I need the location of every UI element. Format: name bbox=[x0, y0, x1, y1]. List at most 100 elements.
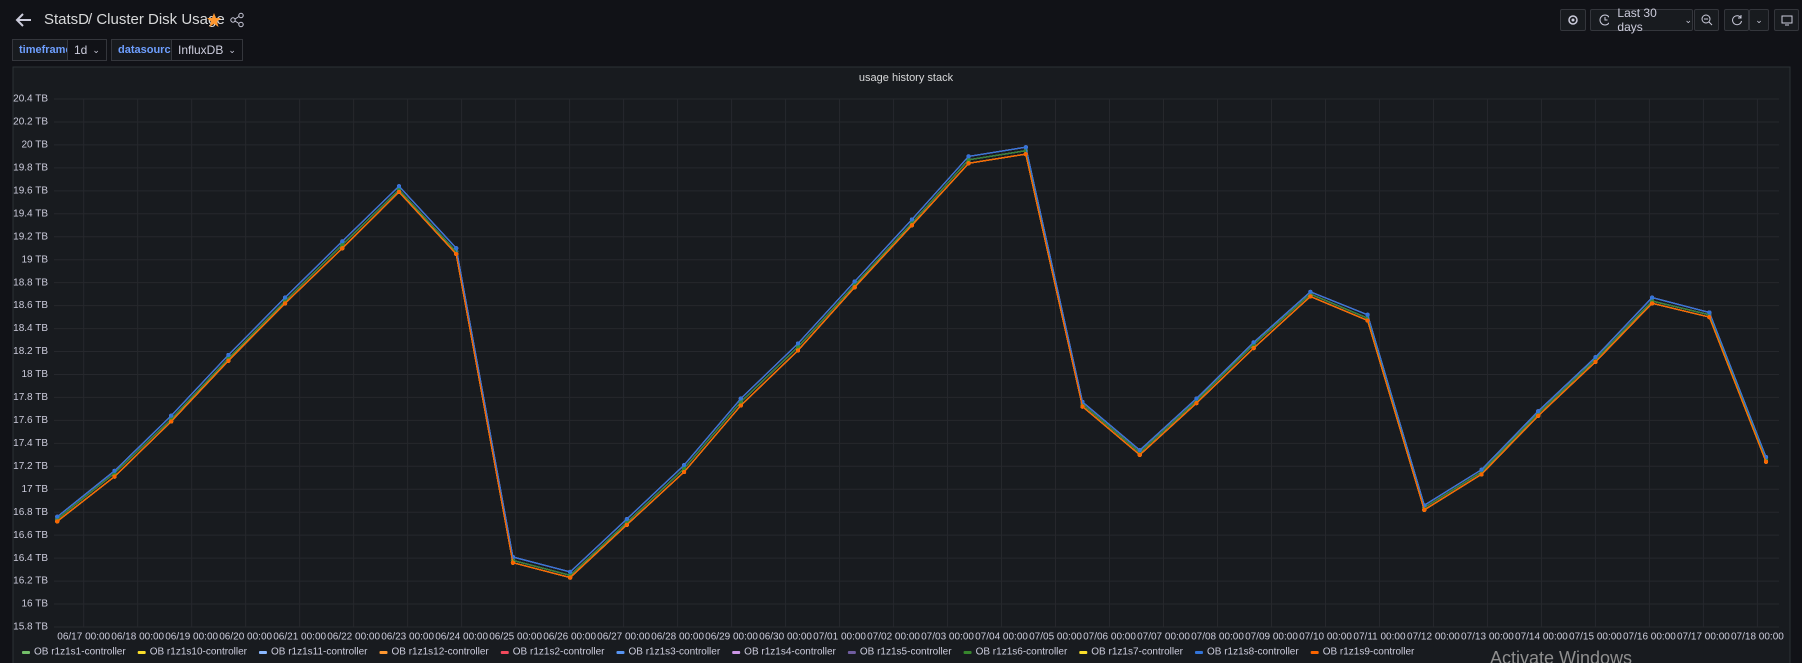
data-point bbox=[852, 279, 857, 284]
data-point bbox=[624, 517, 629, 522]
data-point bbox=[454, 246, 459, 251]
dashboard-folder[interactable]: StatsD bbox=[44, 11, 90, 28]
x-tick-label: 07/14 00:00 bbox=[1515, 632, 1568, 643]
data-point bbox=[1536, 409, 1541, 414]
data-point bbox=[55, 519, 60, 524]
x-tick-label: 06/17 00:00 bbox=[57, 632, 110, 643]
data-point bbox=[568, 569, 573, 574]
y-tick-label: 17.6 TB bbox=[13, 415, 48, 426]
x-tick-label: 07/10 00:00 bbox=[1299, 632, 1352, 643]
data-point bbox=[397, 189, 401, 194]
data-point bbox=[112, 474, 117, 479]
variable-label: datasource bbox=[111, 39, 184, 61]
y-tick-label: 16 TB bbox=[22, 599, 49, 610]
data-point bbox=[1707, 315, 1712, 320]
y-tick-label: 20.4 TB bbox=[13, 94, 48, 105]
data-point bbox=[738, 396, 743, 401]
y-tick-label: 16.2 TB bbox=[13, 576, 48, 587]
legend-item[interactable]: OB r1z1s9-controller bbox=[1310, 647, 1415, 658]
legend-item[interactable]: OB r1z1s2-controller bbox=[500, 647, 605, 658]
legend-swatch bbox=[500, 651, 509, 654]
x-tick-label: 07/05 00:00 bbox=[1029, 632, 1082, 643]
data-point bbox=[568, 575, 573, 580]
y-tick-label: 19.2 TB bbox=[13, 231, 48, 242]
legend-item[interactable]: OB r1z1s12-controller bbox=[379, 647, 490, 658]
x-tick-label: 06/29 00:00 bbox=[705, 632, 758, 643]
x-tick-label: 06/30 00:00 bbox=[759, 632, 812, 643]
legend-item[interactable]: OB r1z1s10-controller bbox=[137, 647, 248, 658]
y-tick-label: 18.8 TB bbox=[13, 277, 48, 288]
share-icon[interactable] bbox=[229, 12, 245, 28]
x-tick-label: 07/04 00:00 bbox=[975, 632, 1028, 643]
dashboard-title[interactable]: / Cluster Disk Usage bbox=[88, 11, 225, 28]
settings-button[interactable] bbox=[1560, 9, 1586, 31]
x-tick-label: 06/25 00:00 bbox=[489, 632, 542, 643]
data-point bbox=[1308, 289, 1313, 294]
watermark: Activate Windows bbox=[1490, 648, 1632, 663]
y-tick-label: 17 TB bbox=[22, 484, 49, 495]
legend-item[interactable]: OB r1z1s7-controller bbox=[1079, 647, 1184, 658]
variable-select[interactable]: InfluxDB ⌄ bbox=[171, 39, 243, 61]
legend-item[interactable]: OB r1z1s3-controller bbox=[616, 647, 721, 658]
legend-swatch bbox=[963, 651, 972, 654]
data-point bbox=[795, 341, 800, 346]
legend-label: OB r1z1s6-controller bbox=[976, 647, 1068, 658]
legend-swatch bbox=[137, 651, 146, 654]
legend-swatch bbox=[379, 651, 388, 654]
data-point bbox=[397, 184, 401, 189]
data-point bbox=[340, 239, 345, 244]
data-point bbox=[1137, 452, 1142, 457]
data-point bbox=[1137, 448, 1142, 453]
tv-mode-button[interactable] bbox=[1774, 9, 1799, 31]
legend-label: OB r1z1s7-controller bbox=[1091, 647, 1183, 658]
zoom-out-button[interactable] bbox=[1694, 9, 1719, 31]
x-tick-label: 07/13 00:00 bbox=[1461, 632, 1514, 643]
time-range-picker[interactable]: Last 30 days ⌄ bbox=[1590, 6, 1693, 34]
back-button[interactable] bbox=[14, 11, 34, 29]
x-tick-label: 07/12 00:00 bbox=[1407, 632, 1460, 643]
star-icon[interactable] bbox=[206, 12, 222, 28]
y-tick-label: 17.4 TB bbox=[13, 438, 48, 449]
legend-item[interactable]: OB r1z1s8-controller bbox=[1194, 647, 1299, 658]
legend-label: OB r1z1s8-controller bbox=[1207, 647, 1299, 658]
data-point bbox=[1764, 459, 1769, 464]
refresh-interval-button[interactable]: ⌄ bbox=[1749, 9, 1769, 31]
data-point bbox=[1023, 152, 1028, 157]
data-point bbox=[169, 413, 174, 418]
variable-select[interactable]: 1d ⌄ bbox=[67, 39, 107, 61]
data-point bbox=[1479, 467, 1484, 472]
data-point bbox=[909, 223, 914, 228]
x-tick-label: 07/01 00:00 bbox=[813, 632, 866, 643]
data-point bbox=[1593, 355, 1598, 360]
y-tick-label: 15.8 TB bbox=[13, 622, 48, 633]
panel-background bbox=[12, 66, 1791, 663]
legend-item[interactable]: OB r1z1s11-controller bbox=[258, 647, 368, 658]
data-point bbox=[1251, 340, 1256, 345]
data-point bbox=[1593, 359, 1598, 364]
data-point bbox=[283, 295, 288, 300]
data-point bbox=[852, 285, 857, 290]
refresh-button[interactable] bbox=[1724, 9, 1749, 31]
legend-swatch bbox=[616, 651, 625, 654]
x-tick-label: 07/08 00:00 bbox=[1191, 632, 1244, 643]
legend-item[interactable]: OB r1z1s5-controller bbox=[847, 647, 952, 658]
legend-item[interactable]: OB r1z1s1-controller bbox=[22, 647, 126, 658]
y-tick-label: 19.6 TB bbox=[13, 185, 48, 196]
x-tick-label: 06/24 00:00 bbox=[435, 632, 488, 643]
legend-item[interactable]: OB r1z1s4-controller bbox=[732, 647, 837, 658]
data-point bbox=[795, 344, 800, 349]
data-point bbox=[283, 301, 288, 306]
x-tick-label: 06/26 00:00 bbox=[543, 632, 596, 643]
data-point bbox=[510, 560, 515, 565]
x-tick-label: 07/17 00:00 bbox=[1677, 632, 1730, 643]
data-point bbox=[682, 466, 687, 471]
data-point bbox=[1194, 401, 1199, 406]
legend-swatch bbox=[1310, 651, 1319, 654]
legend-item[interactable]: OB r1z1s6-controller bbox=[963, 647, 1068, 658]
data-point bbox=[966, 157, 971, 162]
x-tick-label: 06/22 00:00 bbox=[327, 632, 380, 643]
variable-label: timeframe bbox=[12, 39, 79, 61]
data-point bbox=[1536, 413, 1541, 418]
time-range-label: Last 30 days bbox=[1617, 6, 1657, 34]
